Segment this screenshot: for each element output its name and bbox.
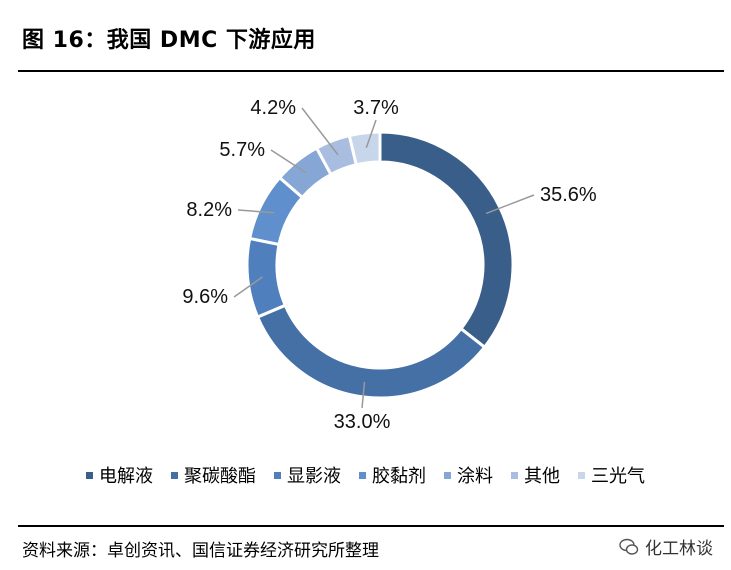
data-label-7: 3.7% (353, 97, 399, 119)
source-note: 资料来源：卓创资讯、国信证券经济研究所整理 (22, 541, 379, 561)
legend-item-4: 胶黏剂 (359, 462, 426, 488)
leader-line-7 (365, 119, 377, 149)
slice-2 (255, 303, 487, 400)
legend-label: 胶黏剂 (372, 466, 426, 487)
leader-line-2 (361, 381, 366, 409)
leader-line-1 (485, 194, 535, 215)
legend-label: 涂料 (457, 466, 493, 487)
legend-item-1: 电解液 (86, 462, 153, 488)
data-label-2: 33.0% (334, 411, 391, 433)
leader-line-4 (237, 209, 275, 214)
wechat-icon (619, 538, 639, 555)
legend-item-7: 三光气 (578, 462, 645, 488)
data-label-4: 8.2% (186, 199, 232, 221)
legend-swatch (578, 471, 585, 479)
data-label-1: 35.6% (540, 184, 597, 206)
watermark: 化工林谈 (619, 534, 713, 559)
legend-label: 显影液 (287, 466, 341, 487)
legend-swatch (511, 471, 518, 479)
legend-label: 电解液 (99, 466, 153, 487)
data-label-5: 5.7% (219, 139, 265, 161)
legend-item-6: 其他 (511, 462, 560, 488)
leader-line-6 (301, 107, 339, 156)
legend-item-3: 显影液 (274, 462, 341, 488)
donut-chart: 35.6% 33.0% 9.6% 8.2% 5.7% 4.2% 3.7% (182, 97, 597, 433)
legend-swatch (86, 471, 93, 479)
legend: 电解液 聚碳酸酯 显影液 胶黏剂 涂料 其他 三光气 (0, 462, 731, 488)
legend-swatch (444, 471, 451, 479)
legend-label: 聚碳酸酯 (184, 466, 256, 487)
top-rule (18, 70, 724, 72)
legend-swatch (359, 471, 366, 479)
slice-3 (245, 236, 288, 320)
watermark-text: 化工林谈 (645, 539, 713, 559)
data-label-3: 9.6% (182, 286, 228, 308)
leader-line-5 (270, 149, 307, 174)
legend-swatch (171, 471, 178, 479)
legend-swatch (274, 471, 281, 479)
slice-1 (378, 130, 515, 350)
legend-item-5: 涂料 (444, 462, 493, 488)
legend-item-2: 聚碳酸酯 (171, 462, 256, 488)
chart-title: 图 16：我国 DMC 下游应用 (22, 28, 316, 53)
data-label-6: 4.2% (250, 97, 296, 119)
legend-label: 三光气 (591, 466, 645, 487)
bottom-rule (18, 525, 724, 527)
legend-label: 其他 (524, 466, 560, 487)
leader-line-3 (233, 276, 264, 298)
slice-7 (347, 130, 382, 167)
